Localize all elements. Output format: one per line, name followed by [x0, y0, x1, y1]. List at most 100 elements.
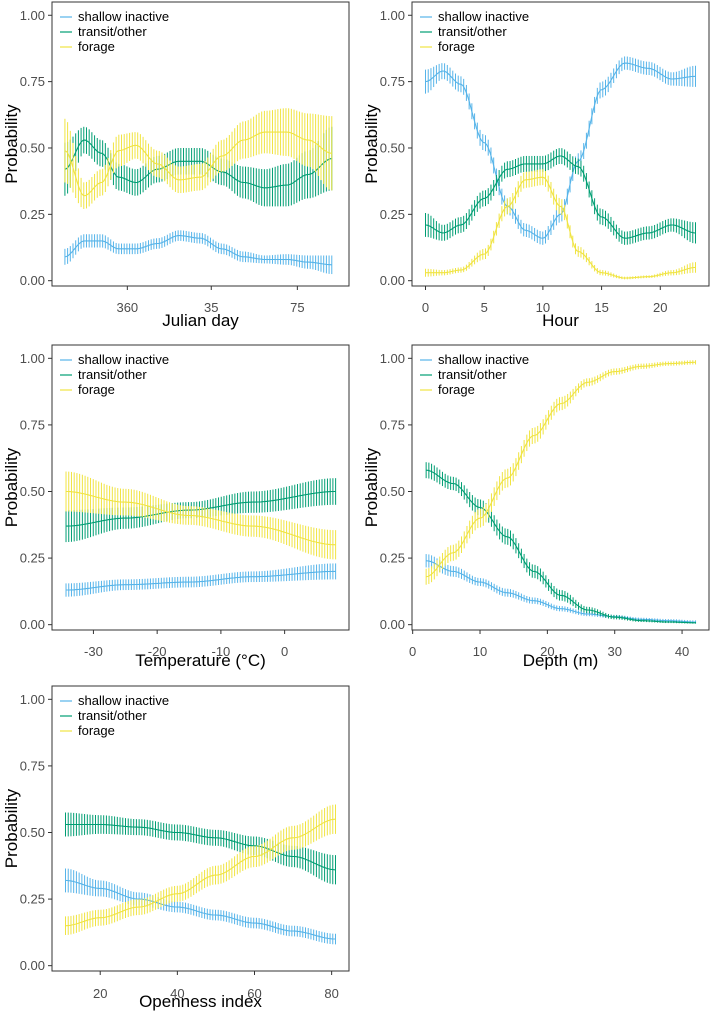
- y-tick-label: 0.00: [380, 273, 405, 288]
- y-tick-label: 0.00: [20, 617, 45, 632]
- x-tick-label: 0: [409, 644, 416, 659]
- series-shallow-inactive: [64, 230, 333, 275]
- y-tick-label: 0.50: [20, 484, 45, 499]
- y-tick-label: 0.50: [380, 484, 405, 499]
- y-tick-label: 0.75: [20, 758, 45, 773]
- y-tick-label: 0.00: [20, 958, 45, 973]
- series-shallow-inactive: [65, 563, 337, 597]
- x-tick-label: 0: [281, 644, 288, 659]
- y-tick-label: 0.25: [380, 551, 405, 566]
- legend-label: transit/other: [78, 24, 147, 39]
- chart-panel-depth: 0.00 0.25 0.50 0.75 1.00 0 10 20 30 40 Depth (m) Pr…: [362, 344, 710, 670]
- y-tick-label: 0.50: [380, 140, 405, 155]
- series-forage: [65, 471, 337, 560]
- series-shallow-inactive: [65, 868, 336, 945]
- x-tick-label: 20: [653, 300, 667, 315]
- y-tick-label: 0.50: [20, 825, 45, 840]
- x-tick-label: 35: [204, 300, 218, 315]
- series-line: [66, 570, 336, 591]
- x-tick-label: 80: [324, 986, 338, 1001]
- series-shallow-inactive: [425, 554, 697, 624]
- plot-panel-border: [51, 1, 350, 287]
- series-line: [425, 62, 696, 239]
- y-axis-title: Probability: [2, 447, 21, 527]
- plot-panel-border: [51, 344, 350, 631]
- series-transit-other: [425, 462, 697, 624]
- legend-label: shallow inactive: [78, 693, 169, 708]
- legend-label: shallow inactive: [78, 352, 169, 367]
- x-axis-title: Hour: [542, 311, 579, 330]
- x-tick-label: 360: [116, 300, 138, 315]
- x-axis-title: Depth (m): [523, 651, 599, 670]
- series-line: [66, 490, 336, 546]
- x-tick-label: 0: [422, 300, 429, 315]
- x-tick-label: 40: [170, 986, 184, 1001]
- series-shallow-inactive: [425, 56, 696, 245]
- x-tick-label: 10: [473, 644, 487, 659]
- y-tick-label: 0.75: [380, 74, 405, 89]
- series-line: [425, 155, 696, 239]
- x-tick-label: 15: [594, 300, 608, 315]
- y-tick-label: 1.00: [20, 692, 45, 707]
- chart-panel-temperature: 0.00 0.25 0.50 0.75 1.00 -30 -20 -10 0 Temperatur…: [2, 344, 350, 670]
- series-line: [64, 235, 332, 266]
- series-line: [65, 818, 336, 927]
- series-line: [64, 139, 332, 189]
- legend-label: forage: [78, 382, 115, 397]
- y-tick-label: 1.00: [380, 351, 405, 366]
- x-tick-label: 10: [536, 300, 550, 315]
- y-axis-title: Probability: [362, 104, 381, 184]
- y-axis-title: Probability: [362, 447, 381, 527]
- y-tick-label: 0.25: [20, 551, 45, 566]
- x-tick-label: 20: [93, 986, 107, 1001]
- series-line: [66, 490, 336, 527]
- series-line: [426, 560, 696, 623]
- legend-label: forage: [438, 382, 475, 397]
- series-forage: [64, 108, 333, 209]
- legend-label: transit/other: [78, 367, 147, 382]
- series-forage: [425, 169, 696, 280]
- y-tick-label: 0.75: [20, 417, 45, 432]
- series-line: [426, 361, 696, 578]
- x-tick-label: -20: [148, 644, 167, 659]
- y-tick-label: 0.75: [20, 74, 45, 89]
- y-tick-label: 0.25: [20, 892, 45, 907]
- legend-label: transit/other: [78, 708, 147, 723]
- series-forage: [65, 804, 336, 936]
- plot-panel-border: [411, 344, 710, 631]
- y-tick-label: 0.75: [380, 417, 405, 432]
- x-tick-label: 60: [247, 986, 261, 1001]
- y-tick-label: 0.50: [20, 140, 45, 155]
- series-line: [64, 131, 332, 197]
- legend-label: shallow inactive: [78, 9, 169, 24]
- y-tick-label: 1.00: [380, 8, 405, 23]
- x-tick-label: -10: [211, 644, 230, 659]
- x-tick-label: 40: [675, 644, 689, 659]
- series-line: [425, 176, 696, 279]
- chart-panel-openness: 0.00 0.25 0.50 0.75 1.00 20 40 60 80 Openness ind…: [2, 685, 350, 1011]
- x-axis-title: Julian day: [162, 311, 239, 330]
- y-tick-label: 0.25: [380, 207, 405, 222]
- legend-label: forage: [78, 723, 115, 738]
- legend-label: transit/other: [438, 367, 507, 382]
- series-forage: [425, 360, 697, 585]
- x-axis-title: Temperature (°C): [135, 651, 266, 670]
- x-tick-label: -30: [84, 644, 103, 659]
- y-tick-label: 0.00: [20, 273, 45, 288]
- plot-panel-border: [51, 685, 350, 972]
- series-line: [426, 469, 696, 624]
- series-line: [65, 823, 336, 871]
- chart-panel-hour: 0.00 0.25 0.50 0.75 1.00 0 5 10 15 20 Hour Probabil…: [362, 1, 710, 330]
- series-line: [65, 879, 336, 940]
- y-tick-label: 0.00: [380, 617, 405, 632]
- legend-label: shallow inactive: [438, 352, 529, 367]
- legend-label: transit/other: [438, 24, 507, 39]
- x-tick-label: 5: [481, 300, 488, 315]
- x-axis-title: Openness index: [139, 992, 262, 1011]
- x-tick-label: 20: [540, 644, 554, 659]
- legend-label: forage: [78, 39, 115, 54]
- y-axis-title: Probability: [2, 788, 21, 868]
- x-tick-label: 75: [290, 300, 304, 315]
- y-tick-label: 0.25: [20, 207, 45, 222]
